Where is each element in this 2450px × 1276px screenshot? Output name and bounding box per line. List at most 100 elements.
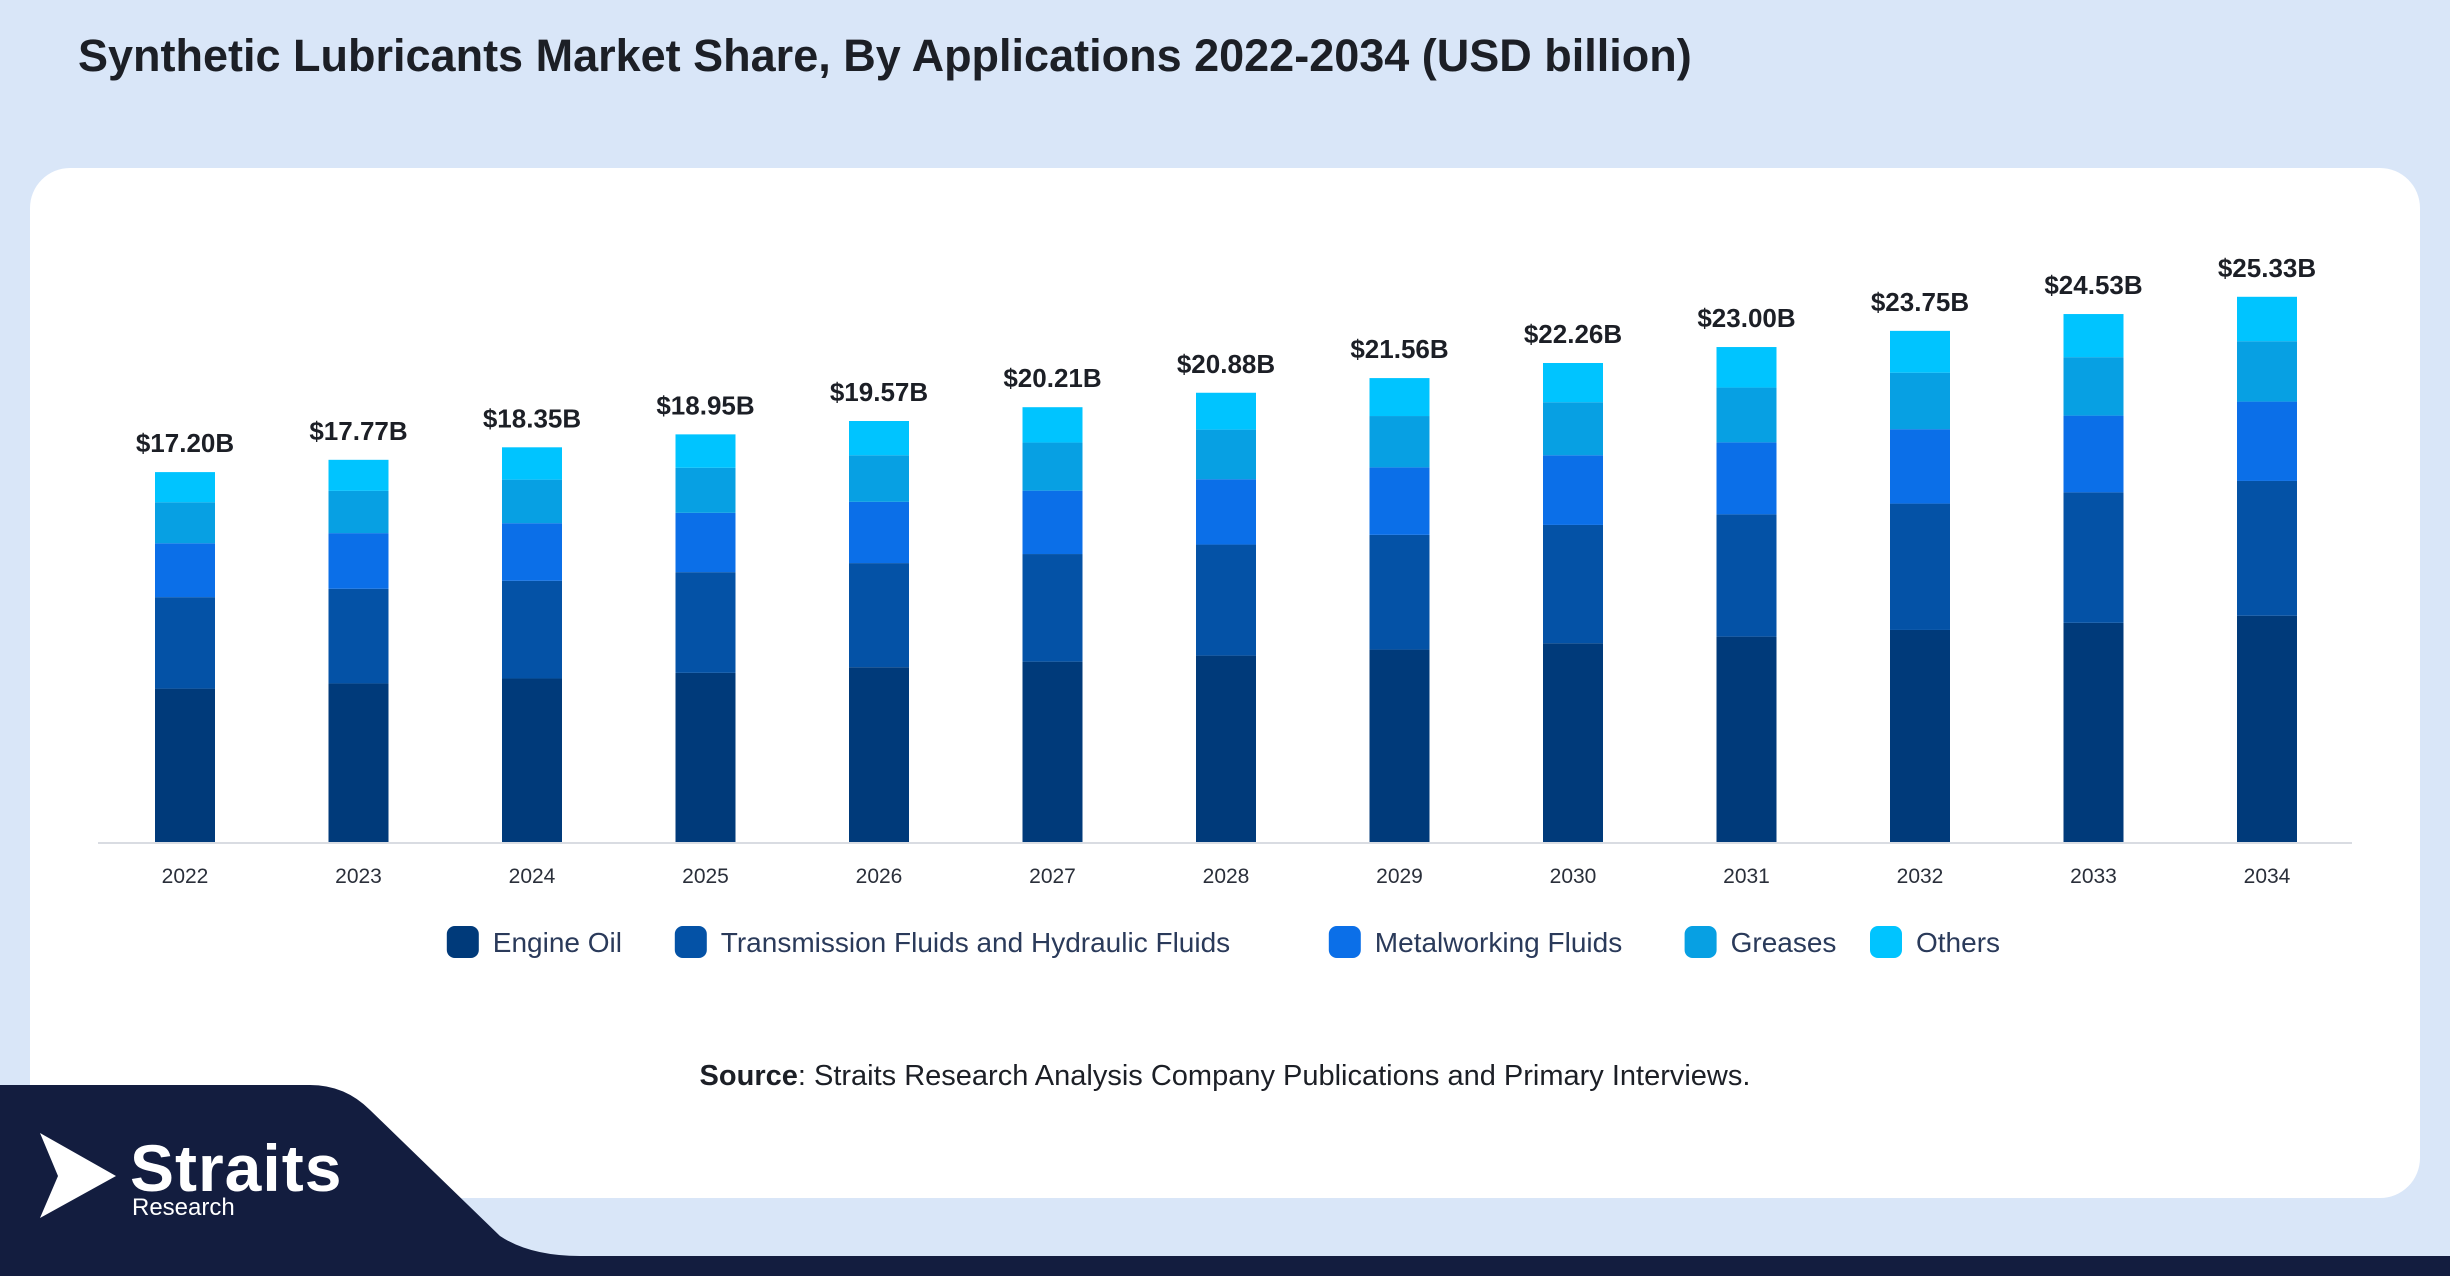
bar-segment-9-0[interactable] bbox=[1716, 636, 1777, 843]
bar-segment-6-3[interactable] bbox=[1196, 429, 1256, 480]
bar-segment-9-3[interactable] bbox=[1716, 387, 1777, 443]
bar-segment-1-1[interactable] bbox=[328, 588, 389, 684]
bar-segment-8-4[interactable] bbox=[1543, 362, 1603, 403]
bar-total-label: $17.77B bbox=[309, 416, 407, 446]
page-title: Synthetic Lubricants Market Share, By Ap… bbox=[78, 30, 1692, 81]
brand-logo[interactable]: Straits Research bbox=[38, 1130, 358, 1230]
bar-segment-5-4[interactable] bbox=[1022, 407, 1083, 443]
legend-label: Metalworking Fluids bbox=[1375, 927, 1622, 958]
source-text: : Straits Research Analysis Company Publ… bbox=[797, 1060, 1751, 1092]
bar-segment-3-4[interactable] bbox=[675, 434, 736, 468]
bar-segment-5-3[interactable] bbox=[1022, 442, 1083, 491]
bar-segment-2-4[interactable] bbox=[502, 447, 562, 480]
bar-segment-2-0[interactable] bbox=[502, 678, 562, 843]
bar-segment-2-1[interactable] bbox=[502, 580, 562, 679]
bar-total-label: $17.20B bbox=[136, 428, 234, 458]
bar-segment-4-1[interactable] bbox=[849, 563, 909, 668]
x-tick-label: 2023 bbox=[335, 865, 382, 888]
bar-segment-1-2[interactable] bbox=[328, 533, 389, 589]
bar-segment-11-3[interactable] bbox=[2063, 357, 2124, 416]
legend-label: Transmission Fluids and Hydraulic Fluids bbox=[721, 927, 1230, 958]
x-tick-label: 2024 bbox=[509, 865, 556, 888]
x-tick-label: 2034 bbox=[2244, 865, 2291, 888]
x-tick-label: 2027 bbox=[1029, 865, 1076, 888]
bar-segment-11-2[interactable] bbox=[2063, 415, 2124, 493]
bar-segment-8-1[interactable] bbox=[1543, 524, 1603, 644]
legend-item-1[interactable]: Transmission Fluids and Hydraulic Fluids bbox=[674, 926, 1230, 958]
source-note: Source: Straits Research Analysis Compan… bbox=[0, 1060, 2450, 1093]
bar-segment-12-2[interactable] bbox=[2237, 401, 2297, 481]
bar-segment-6-2[interactable] bbox=[1196, 479, 1256, 545]
x-tick-label: 2031 bbox=[1723, 865, 1770, 888]
bar-segment-0-1[interactable] bbox=[155, 597, 215, 689]
bar-segment-8-3[interactable] bbox=[1543, 402, 1603, 456]
bar-segment-0-3[interactable] bbox=[155, 502, 215, 544]
bar-segment-7-1[interactable] bbox=[1369, 534, 1430, 650]
bar-segment-0-2[interactable] bbox=[155, 543, 215, 598]
legend-item-0[interactable]: Engine Oil bbox=[446, 926, 622, 958]
bar-segment-10-0[interactable] bbox=[1890, 629, 1950, 843]
bar-segment-12-0[interactable] bbox=[2237, 615, 2297, 843]
bar-segment-0-4[interactable] bbox=[155, 472, 215, 503]
bar-segment-2-3[interactable] bbox=[502, 479, 562, 524]
bar-segment-9-2[interactable] bbox=[1716, 442, 1777, 515]
legend-swatch bbox=[446, 926, 479, 958]
bar-segment-4-4[interactable] bbox=[849, 420, 909, 456]
bar-segment-0-0[interactable] bbox=[155, 688, 215, 843]
bar-total-label: $21.56B bbox=[1350, 334, 1448, 364]
source-label: Source bbox=[699, 1060, 798, 1092]
bar-segment-6-0[interactable] bbox=[1196, 655, 1256, 843]
bar-segment-8-2[interactable] bbox=[1543, 455, 1603, 525]
bar-segment-11-4[interactable] bbox=[2063, 314, 2124, 358]
brand-name: Straits bbox=[130, 1131, 343, 1205]
bar-segment-1-0[interactable] bbox=[328, 683, 389, 843]
bar-segment-3-3[interactable] bbox=[675, 467, 736, 513]
bar-segment-9-1[interactable] bbox=[1716, 514, 1777, 637]
bar-segment-10-4[interactable] bbox=[1890, 330, 1950, 373]
bar-segment-12-4[interactable] bbox=[2237, 296, 2297, 342]
bar-segment-7-4[interactable] bbox=[1369, 378, 1430, 417]
bar-segment-10-1[interactable] bbox=[1890, 503, 1950, 630]
bar-segment-6-1[interactable] bbox=[1196, 544, 1256, 656]
bar-segment-7-0[interactable] bbox=[1369, 649, 1430, 843]
bar-segment-10-2[interactable] bbox=[1890, 429, 1950, 504]
legend-item-3[interactable]: Greases bbox=[1684, 926, 1837, 958]
bar-total-label: $24.53B bbox=[2044, 270, 2142, 300]
bar-segment-12-3[interactable] bbox=[2237, 341, 2297, 402]
bar-segment-2-2[interactable] bbox=[502, 523, 562, 581]
bar-segment-1-4[interactable] bbox=[328, 459, 389, 491]
bar-segment-7-3[interactable] bbox=[1369, 416, 1430, 468]
bar-segment-4-3[interactable] bbox=[849, 455, 909, 502]
bar-segment-8-0[interactable] bbox=[1543, 643, 1603, 843]
bar-segment-7-2[interactable] bbox=[1369, 467, 1430, 535]
bar-segment-12-1[interactable] bbox=[2237, 480, 2297, 616]
legend-swatch bbox=[1684, 926, 1717, 958]
bar-segment-3-2[interactable] bbox=[675, 512, 736, 573]
legend-swatch bbox=[674, 926, 707, 958]
legend-label: Others bbox=[1916, 927, 2000, 958]
bar-total-label: $25.33B bbox=[2218, 253, 2316, 283]
bar-segment-10-3[interactable] bbox=[1890, 372, 1950, 430]
legend-item-4[interactable]: Others bbox=[1870, 926, 2000, 958]
legend-label: Engine Oil bbox=[493, 927, 622, 958]
bar-segment-11-1[interactable] bbox=[2063, 492, 2124, 623]
bar-segment-5-1[interactable] bbox=[1022, 554, 1083, 662]
bar-segment-4-2[interactable] bbox=[849, 501, 909, 564]
legend-item-2[interactable]: Metalworking Fluids bbox=[1328, 926, 1622, 958]
x-tick-label: 2028 bbox=[1203, 865, 1250, 888]
bar-segment-6-4[interactable] bbox=[1196, 392, 1256, 430]
bar-total-label: $19.57B bbox=[830, 377, 928, 407]
bar-total-label: $22.26B bbox=[1524, 319, 1622, 349]
bar-segment-3-1[interactable] bbox=[675, 572, 736, 673]
x-tick-label: 2022 bbox=[162, 865, 209, 888]
x-tick-label: 2025 bbox=[682, 865, 729, 888]
bar-segment-4-0[interactable] bbox=[849, 667, 909, 843]
bar-segment-9-4[interactable] bbox=[1716, 347, 1777, 388]
bar-segment-5-0[interactable] bbox=[1022, 661, 1083, 843]
bar-segment-11-0[interactable] bbox=[2063, 622, 2124, 843]
bar-segment-3-0[interactable] bbox=[675, 672, 736, 843]
bar-segment-5-2[interactable] bbox=[1022, 490, 1083, 555]
bar-segment-1-3[interactable] bbox=[328, 490, 389, 534]
x-tick-label: 2030 bbox=[1550, 865, 1597, 888]
